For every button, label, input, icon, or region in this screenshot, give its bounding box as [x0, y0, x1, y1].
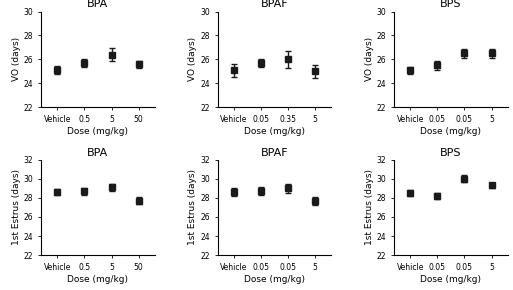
Title: BPAF: BPAF: [261, 148, 288, 157]
X-axis label: Dose (mg/kg): Dose (mg/kg): [68, 126, 128, 135]
X-axis label: Dose (mg/kg): Dose (mg/kg): [244, 275, 305, 284]
Title: BPA: BPA: [87, 148, 109, 157]
X-axis label: Dose (mg/kg): Dose (mg/kg): [244, 126, 305, 135]
X-axis label: Dose (mg/kg): Dose (mg/kg): [421, 275, 481, 284]
Y-axis label: 1st Estrus (days): 1st Estrus (days): [12, 169, 21, 245]
Title: BPA: BPA: [87, 0, 109, 10]
Title: BPS: BPS: [440, 148, 462, 157]
Y-axis label: 1st Estrus (days): 1st Estrus (days): [188, 169, 198, 245]
Y-axis label: VO (days): VO (days): [188, 37, 198, 81]
Title: BPS: BPS: [440, 0, 462, 10]
Y-axis label: VO (days): VO (days): [365, 37, 374, 81]
X-axis label: Dose (mg/kg): Dose (mg/kg): [68, 275, 128, 284]
Y-axis label: 1st Estrus (days): 1st Estrus (days): [365, 169, 374, 245]
Y-axis label: VO (days): VO (days): [12, 37, 21, 81]
Title: BPAF: BPAF: [261, 0, 288, 10]
X-axis label: Dose (mg/kg): Dose (mg/kg): [421, 126, 481, 135]
